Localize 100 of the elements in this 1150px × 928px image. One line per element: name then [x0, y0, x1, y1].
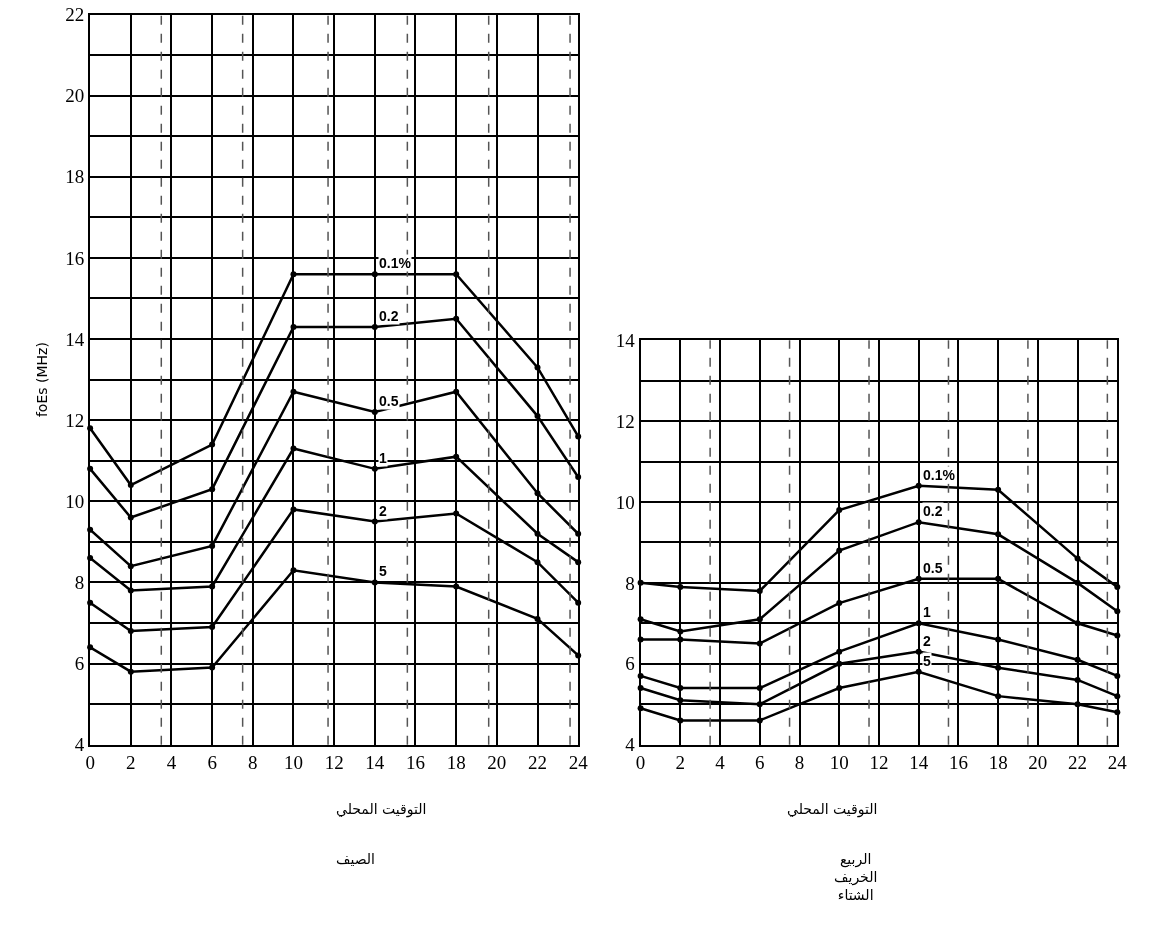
series-label: 2	[379, 503, 387, 519]
point	[915, 668, 922, 675]
point	[209, 441, 216, 448]
point	[371, 518, 378, 525]
point	[1074, 701, 1081, 708]
y-tick-label: 8	[74, 572, 85, 594]
x-tick-label: 4	[715, 752, 726, 774]
y-tick-label: 10	[615, 491, 635, 513]
y-tick-label: 4	[625, 734, 636, 756]
point	[915, 575, 922, 582]
x-tick-label: 4	[166, 752, 177, 774]
point	[1074, 579, 1081, 586]
y-tick-label: 6	[625, 653, 635, 675]
point	[127, 587, 134, 594]
text: الربيع الخريف الشتاء	[834, 851, 878, 904]
x-tick-label: 18	[446, 752, 466, 774]
point	[209, 664, 216, 671]
point	[836, 685, 843, 692]
point	[453, 453, 460, 460]
y-tick-label: 4	[74, 734, 85, 756]
y-axis-title: foEs (MHz)	[34, 342, 51, 418]
point	[209, 583, 216, 590]
x-tick-label: 8	[248, 752, 258, 774]
point	[1074, 656, 1081, 663]
point	[836, 600, 843, 607]
point	[453, 388, 460, 395]
point	[756, 717, 763, 724]
x-tick-label: 22	[1068, 752, 1088, 774]
point	[209, 624, 216, 631]
series-label: 5	[379, 563, 387, 579]
point	[209, 542, 216, 549]
series-label: 5	[923, 653, 931, 669]
series-label: 2	[923, 633, 931, 649]
point	[677, 636, 684, 643]
y-tick-label: 6	[74, 653, 85, 675]
point	[836, 660, 843, 667]
point	[1074, 676, 1081, 683]
series-label: 0.2	[923, 503, 943, 519]
text: الصيف	[336, 851, 376, 867]
series-label: 0.5	[923, 560, 943, 576]
point	[995, 531, 1002, 538]
series-label: 1	[923, 604, 931, 620]
x-tick-label: 2	[675, 752, 686, 774]
x-tick-label: 0	[635, 752, 646, 774]
x-tick-label: 16	[948, 752, 968, 774]
y-tick-label: 16	[65, 247, 85, 269]
point	[756, 587, 763, 594]
x-tick-label: 20	[487, 752, 507, 774]
series-label: 1	[379, 450, 387, 466]
series-label: 0.5	[379, 393, 399, 409]
point	[534, 530, 541, 537]
point	[534, 615, 541, 622]
point	[453, 315, 460, 322]
point	[290, 271, 297, 278]
point	[209, 486, 216, 493]
x-tick-label: 10	[829, 752, 849, 774]
point	[1074, 620, 1081, 627]
point	[290, 323, 297, 330]
point	[915, 620, 922, 627]
point	[677, 685, 684, 692]
x-tick-label: 20	[1028, 752, 1048, 774]
point	[756, 685, 763, 692]
point	[756, 616, 763, 623]
x-tick-label: 2	[126, 752, 136, 774]
point	[1074, 555, 1081, 562]
point	[677, 628, 684, 635]
point	[127, 563, 134, 570]
x-tick-label: 14	[909, 752, 929, 774]
x-axis-title: التوقيت المحلي	[787, 801, 878, 818]
x-axis-title: التوقيت المحلي	[336, 801, 427, 818]
point	[127, 668, 134, 675]
x-tick-label: 6	[207, 752, 217, 774]
point	[677, 697, 684, 704]
point	[915, 648, 922, 655]
x-tick-label: 14	[365, 752, 385, 774]
point	[371, 271, 378, 278]
point	[534, 413, 541, 420]
point	[995, 486, 1002, 493]
point	[290, 388, 297, 395]
point	[836, 507, 843, 514]
point	[915, 519, 922, 526]
x-tick-label: 12	[869, 752, 889, 774]
point	[756, 701, 763, 708]
point	[534, 559, 541, 566]
y-tick-label: 14	[65, 328, 85, 350]
y-tick-label: 8	[625, 572, 635, 594]
point	[534, 490, 541, 497]
point	[534, 364, 541, 371]
point	[915, 482, 922, 489]
point	[371, 323, 378, 330]
point	[127, 628, 134, 635]
point	[836, 648, 843, 655]
series-label: 0.1%	[923, 467, 956, 483]
y-tick-label: 22	[65, 4, 85, 26]
series-label: 0.1%	[379, 255, 412, 271]
x-tick-label: 10	[283, 752, 303, 774]
y-tick-label: 18	[65, 166, 85, 188]
x-tick-label: 0	[85, 752, 95, 774]
point	[453, 510, 460, 517]
x-tick-label: 24	[568, 752, 589, 774]
